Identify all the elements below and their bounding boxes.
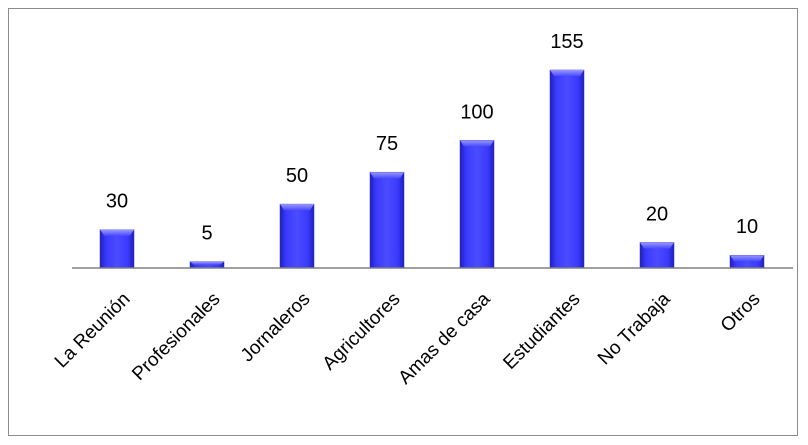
bar-agricultores	[369, 171, 405, 269]
data-label-no-trabaja: 20	[646, 203, 668, 225]
bar-cap-profesionales	[190, 261, 224, 265]
category-label-la-reunion: La Reunión	[51, 289, 135, 373]
data-label-la-reunion: 30	[106, 191, 128, 213]
category-label-agricultores: Agricultores	[319, 289, 405, 375]
bar-cap-amas-de-casa	[460, 140, 494, 147]
bar-jornaleros	[279, 203, 315, 269]
category-label-estudiantes: Estudiantes	[499, 289, 584, 374]
data-label-otros: 10	[736, 216, 758, 238]
category-label-jornaleros: Jornaleros	[237, 289, 315, 367]
bars-layer	[99, 69, 765, 269]
data-label-amas-de-casa: 100	[460, 101, 493, 123]
data-label-estudiantes: 155	[550, 31, 583, 53]
category-label-otros: Otros	[717, 289, 765, 337]
bar-cap-estudiantes	[550, 70, 584, 76]
category-label-profesionales: Profesionales	[128, 289, 224, 385]
bar-amas-de-casa	[459, 140, 495, 269]
data-label-jornaleros: 50	[286, 165, 308, 187]
data-label-agricultores: 75	[376, 133, 398, 155]
data-label-profesionales: 5	[201, 223, 212, 245]
bar-la-reunion	[99, 229, 135, 269]
bar-estudiantes	[549, 69, 585, 269]
bar-cap-otros	[730, 255, 764, 262]
bar-cap-la-reunion	[100, 229, 134, 236]
bar-cap-no-trabaja	[640, 242, 674, 249]
category-label-amas-de-casa: Amas de casa	[395, 288, 495, 388]
category-label-no-trabaja: No Trabaja	[594, 288, 675, 369]
data-labels-layer: 30 5 50 75 100 155 20 10	[106, 31, 758, 245]
bar-cap-agricultores	[370, 172, 404, 179]
bar-cap-jornaleros	[280, 204, 314, 211]
